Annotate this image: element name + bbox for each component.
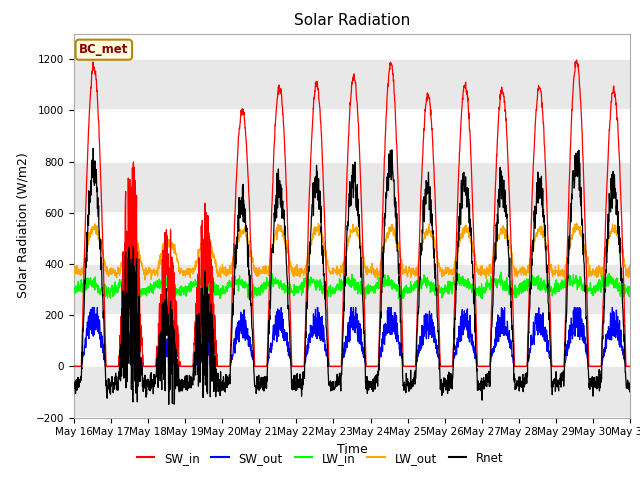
- LW_out: [593, 268, 601, 274]
- SW_out: [514, 363, 522, 369]
- Line: SW_out: SW_out: [74, 308, 630, 366]
- Rnet: [578, 219, 586, 225]
- SW_out: [225, 363, 233, 369]
- LW_in: [593, 287, 601, 292]
- SW_out: [577, 327, 585, 333]
- LW_out: [381, 238, 388, 244]
- LW_in: [497, 269, 505, 275]
- Text: BC_met: BC_met: [79, 43, 129, 56]
- LW_in: [225, 283, 233, 288]
- SW_out: [381, 340, 388, 346]
- LW_out: [515, 269, 522, 275]
- LW_in: [107, 296, 115, 301]
- Rnet: [381, 223, 388, 229]
- LW_out: [314, 220, 322, 226]
- Rnet: [225, 372, 233, 378]
- LW_out: [141, 277, 149, 283]
- LW_out: [225, 268, 233, 274]
- LW_out: [627, 267, 634, 273]
- Rnet: [165, 401, 173, 407]
- Bar: [74, 59, 630, 110]
- X-axis label: Time: Time: [337, 443, 367, 456]
- SW_in: [514, 363, 522, 369]
- LW_in: [70, 292, 77, 298]
- LW_out: [70, 272, 77, 277]
- LW_out: [578, 230, 586, 236]
- Rnet: [369, 383, 376, 389]
- SW_in: [593, 363, 601, 369]
- Bar: [74, 366, 630, 418]
- Title: Solar Radiation: Solar Radiation: [294, 13, 410, 28]
- Line: LW_out: LW_out: [74, 223, 630, 280]
- Line: LW_in: LW_in: [74, 272, 630, 299]
- LW_in: [627, 288, 634, 294]
- Rnet: [515, 379, 522, 385]
- Legend: SW_in, SW_out, LW_in, LW_out, Rnet: SW_in, SW_out, LW_in, LW_out, Rnet: [132, 447, 508, 469]
- Bar: [74, 264, 630, 315]
- SW_in: [380, 167, 388, 173]
- Rnet: [90, 145, 97, 151]
- SW_in: [573, 57, 580, 63]
- SW_in: [368, 363, 376, 369]
- LW_out: [369, 267, 376, 273]
- Rnet: [593, 379, 601, 384]
- Rnet: [70, 386, 77, 392]
- Y-axis label: Solar Radiation (W/m2): Solar Radiation (W/m2): [17, 153, 30, 299]
- LW_in: [515, 287, 522, 292]
- Bar: [74, 162, 630, 213]
- SW_in: [627, 363, 634, 369]
- Line: SW_in: SW_in: [74, 60, 630, 366]
- SW_out: [70, 363, 77, 369]
- SW_in: [577, 115, 585, 120]
- LW_in: [578, 284, 586, 289]
- SW_out: [627, 363, 634, 369]
- SW_out: [369, 363, 376, 369]
- SW_out: [593, 363, 601, 369]
- SW_out: [88, 305, 96, 311]
- LW_in: [369, 284, 376, 290]
- Rnet: [627, 385, 634, 391]
- Line: Rnet: Rnet: [74, 148, 630, 404]
- SW_in: [70, 363, 77, 369]
- SW_in: [225, 363, 233, 369]
- LW_in: [381, 279, 388, 285]
